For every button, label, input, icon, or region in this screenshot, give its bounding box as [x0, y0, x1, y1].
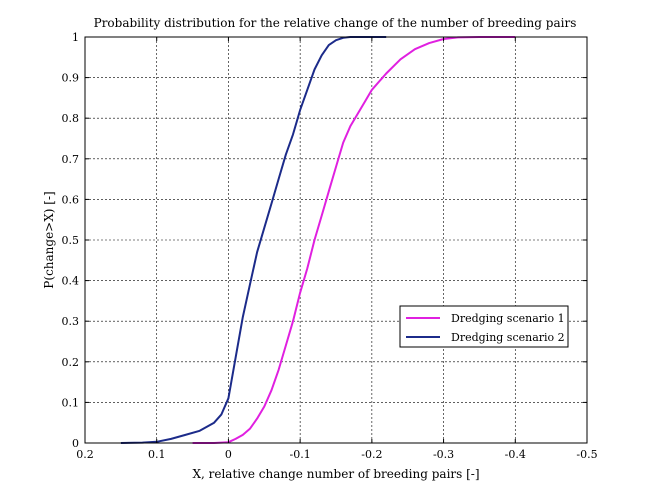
- y-tick-label: 0.2: [62, 356, 80, 369]
- legend: Dredging scenario 1 Dredging scenario 2: [399, 305, 569, 348]
- ticks: 0.2 0.1 0 -0.1 -0.2 -0.3 -0.4 -0.5 0 0.1 0.2 0.3 0.4…: [62, 31, 598, 461]
- x-tick-label: -0.1: [290, 448, 311, 461]
- y-axis-label: P(change>X) [-]: [42, 191, 56, 288]
- x-tick-label: 0.2: [76, 448, 94, 461]
- x-tick-label: 0.1: [148, 448, 166, 461]
- legend-label-scenario-2: Dredging scenario 2: [451, 331, 565, 344]
- x-axis-label: X, relative change number of breeding pa…: [192, 467, 479, 481]
- series-line-scenario-2: [120, 36, 387, 444]
- plot-lines: [120, 36, 516, 444]
- plot-area: [84, 36, 588, 444]
- y-tick-label: 0.3: [62, 315, 80, 328]
- x-tick-label: 0: [225, 448, 232, 461]
- x-tick-label: -0.5: [576, 448, 597, 461]
- y-tick-label: 0: [72, 437, 79, 450]
- y-tick-label: 0.9: [62, 72, 80, 85]
- y-tick-label: 0.7: [62, 153, 80, 166]
- x-tick-label: -0.3: [433, 448, 454, 461]
- x-tick-label: -0.2: [361, 448, 382, 461]
- series-line-scenario-1: [192, 36, 516, 444]
- y-tick-label: 0.6: [62, 193, 80, 206]
- legend-box: [399, 305, 569, 348]
- y-tick-label: 0.1: [62, 396, 80, 409]
- grid: [85, 37, 587, 443]
- y-tick-label: 0.8: [62, 112, 80, 125]
- legend-label-scenario-1: Dredging scenario 1: [451, 312, 565, 325]
- y-tick-label: 0.5: [62, 234, 80, 247]
- x-tick-label: -0.4: [505, 448, 526, 461]
- y-tick-label: 0.4: [62, 275, 80, 288]
- chart-title: Probability distribution for the relativ…: [94, 16, 577, 30]
- y-tick-label: 1: [72, 31, 79, 44]
